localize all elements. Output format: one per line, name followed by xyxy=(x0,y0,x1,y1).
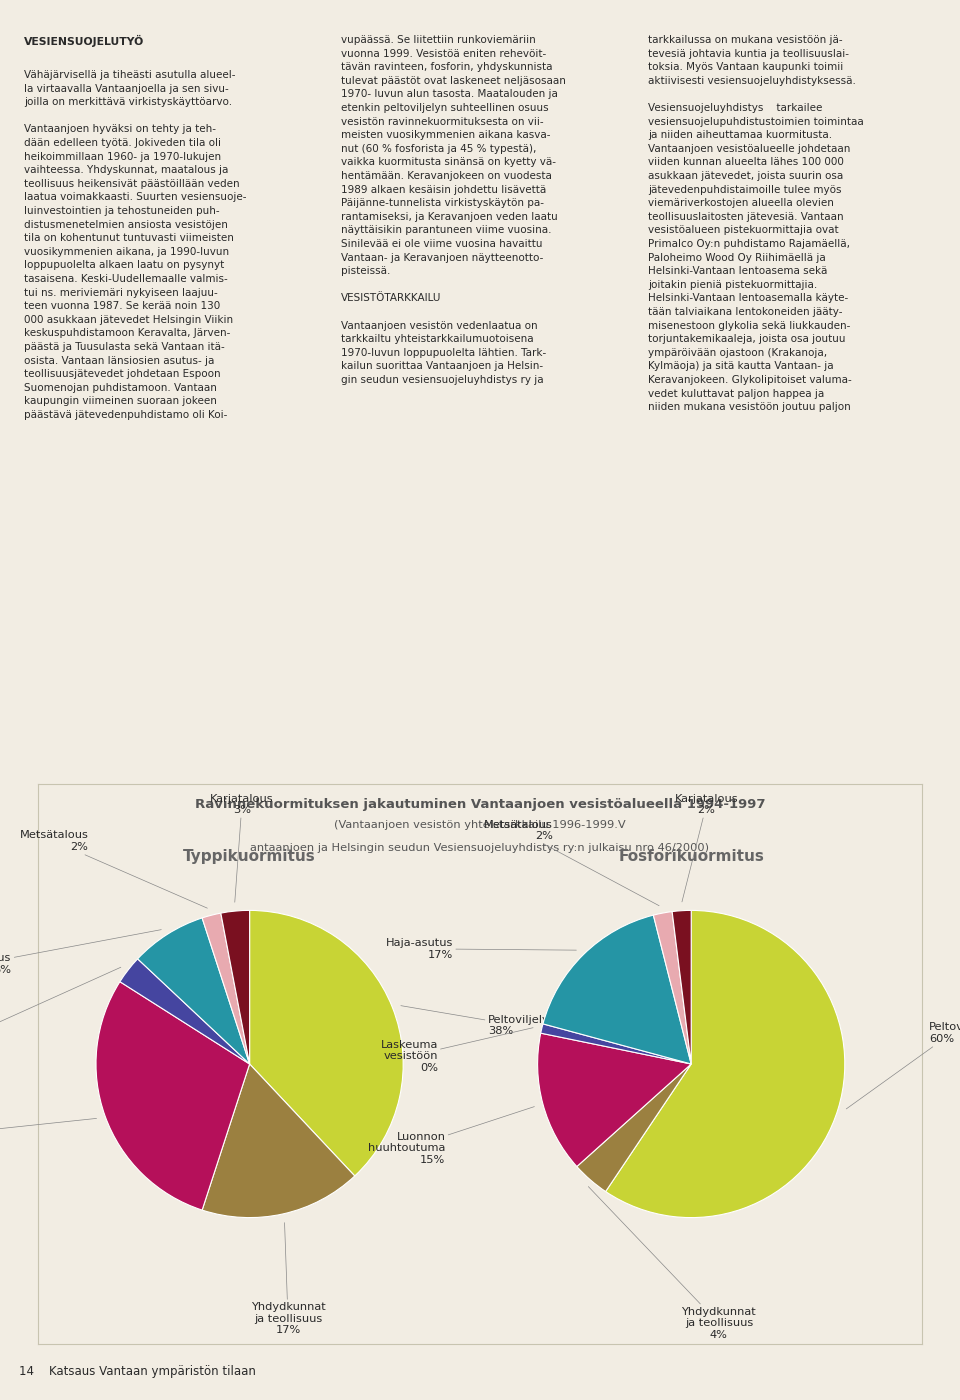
Wedge shape xyxy=(654,911,691,1064)
Text: Karjatalous
2%: Karjatalous 2% xyxy=(675,794,738,902)
Text: tarkkailussa on mukana vesistöön jä-
tevesiä johtavia kuntia ja teollisuuslai-
t: tarkkailussa on mukana vesistöön jä- tev… xyxy=(648,35,864,412)
Text: Yhdydkunnat
ja teollisuus
17%: Yhdydkunnat ja teollisuus 17% xyxy=(251,1222,325,1336)
Text: Luonnon
huuhtoutuma
29%: Luonnon huuhtoutuma 29% xyxy=(0,1117,97,1149)
Text: Yhdydkunnat
ja teollisuus
4%: Yhdydkunnat ja teollisuus 4% xyxy=(588,1187,756,1340)
Text: Metsätalous
2%: Metsätalous 2% xyxy=(19,830,207,909)
Text: Haja-asutus
8%: Haja-asutus 8% xyxy=(0,930,161,974)
Wedge shape xyxy=(137,918,250,1064)
Wedge shape xyxy=(672,910,691,1064)
Text: Laskeuma
vesistöön
0%: Laskeuma vesistöön 0% xyxy=(380,1028,533,1072)
Wedge shape xyxy=(221,910,250,1064)
Wedge shape xyxy=(120,959,250,1064)
Text: Laskeuma
vesistöön
3%: Laskeuma vesistöön 3% xyxy=(0,967,121,1053)
Wedge shape xyxy=(538,1033,691,1166)
Text: Vähäjärvisellä ja tiheästi asutulla alueel-
la virtaavalla Vantaanjoella ja sen : Vähäjärvisellä ja tiheästi asutulla alue… xyxy=(24,70,247,420)
Text: Peltovilj
60%: Peltovilj 60% xyxy=(847,1022,960,1109)
Wedge shape xyxy=(250,910,403,1176)
Text: VESIENSUOJELUTYÖ: VESIENSUOJELUTYÖ xyxy=(24,35,144,48)
Title: Fosforikuormitus: Fosforikuormitus xyxy=(618,848,764,864)
Wedge shape xyxy=(606,910,845,1218)
Text: Ravinnekuormituksen jakautuminen Vantaanjoen vesistöalueella 1994-1997: Ravinnekuormituksen jakautuminen Vantaan… xyxy=(195,798,765,811)
Wedge shape xyxy=(543,916,691,1064)
Text: Haja-asutus
17%: Haja-asutus 17% xyxy=(386,938,576,959)
Title: Typpikuormitus: Typpikuormitus xyxy=(183,848,316,864)
Text: Peltoviljely
38%: Peltoviljely 38% xyxy=(401,1005,549,1036)
Text: vupäässä. Se liitettiin runkoviemäriin
vuonna 1999. Vesistöä eniten rehevöit-
tä: vupäässä. Se liitettiin runkoviemäriin v… xyxy=(341,35,565,385)
Text: (Vantaanjoen vesistön yhteistarkkailu 1996-1999.V: (Vantaanjoen vesistön yhteistarkkailu 19… xyxy=(334,820,626,830)
Wedge shape xyxy=(96,981,250,1210)
Text: antaanjoen ja Helsingin seudun Vesiensuojeluyhdistys ry:n julkaisu nro 46/2000): antaanjoen ja Helsingin seudun Vesiensuo… xyxy=(251,843,709,853)
Text: 14    Katsaus Vantaan ympäristön tilaan: 14 Katsaus Vantaan ympäristön tilaan xyxy=(19,1365,256,1379)
Wedge shape xyxy=(203,1064,355,1218)
Text: Luonnon
huuhtoutuma
15%: Luonnon huuhtoutuma 15% xyxy=(368,1106,535,1165)
Text: Metsätalous
2%: Metsätalous 2% xyxy=(484,819,660,906)
Wedge shape xyxy=(540,1023,691,1064)
Text: Karjatalous
3%: Karjatalous 3% xyxy=(210,794,274,902)
Wedge shape xyxy=(577,1064,691,1191)
Wedge shape xyxy=(203,913,250,1064)
